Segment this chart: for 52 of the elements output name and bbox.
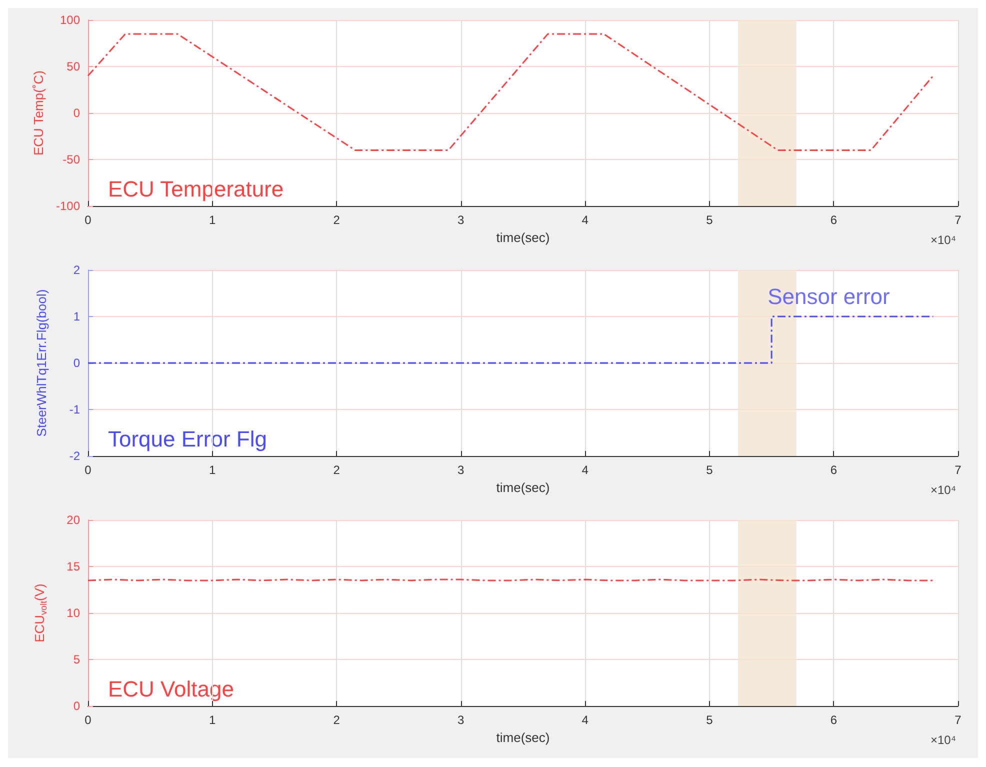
y-tick-label: 50 [66, 60, 80, 74]
annotation: ECU Voltage [108, 676, 234, 702]
x-tick-label: 3 [458, 713, 465, 727]
y-axis-title: ECUvolt(V) [32, 584, 48, 642]
y-tick-label: -1 [69, 402, 80, 416]
y-tick-label: 100 [60, 13, 80, 27]
y-axis-title: SteerWhlTq1Err.Flg(bool) [34, 289, 49, 437]
x-tick-label: 4 [582, 463, 589, 477]
y-tick-label: 5 [73, 652, 80, 666]
x-tick-label: 0 [84, 463, 92, 477]
x-axis-title: time(sec) [496, 230, 550, 245]
y-tick-label: 0 [73, 356, 80, 370]
x-tick-label: 0 [84, 213, 92, 227]
y-tick-label: 2 [73, 263, 80, 277]
annotation: Torque Error Flg [108, 426, 267, 452]
x-tick-label: 7 [954, 713, 962, 727]
x-tick-label: 6 [830, 213, 838, 227]
x-tick-label: 5 [706, 213, 714, 227]
x-tick-label: 7 [954, 463, 962, 477]
x-tick-label: 0 [84, 713, 92, 727]
y-tick-label: 20 [66, 513, 80, 527]
y-axis-title: ECU Temp(˚C) [31, 70, 46, 156]
x-tick-label: 1 [208, 213, 216, 227]
x-tick-label: 2 [333, 213, 340, 227]
x-tick-label: 2 [333, 463, 340, 477]
x-tick-label: 4 [582, 713, 589, 727]
x-axis-title: time(sec) [496, 730, 550, 745]
text: ×10⁴ [930, 233, 956, 247]
text: ×10⁴ [930, 483, 956, 497]
x-tick-label: 1 [208, 713, 216, 727]
x-tick-label: 5 [706, 713, 714, 727]
y-tick-label: -50 [62, 152, 80, 166]
x-tick-label: 7 [954, 213, 962, 227]
y-tick-label: 10 [66, 606, 80, 620]
text: ×10⁴ [930, 733, 956, 747]
x-axis-title: time(sec) [496, 480, 550, 495]
x-tick-label: 6 [830, 713, 838, 727]
y-tick-label: -100 [56, 199, 80, 213]
x-tick-label: 3 [458, 463, 465, 477]
y-tick-label: 0 [73, 699, 80, 713]
annotation: ECU Temperature [108, 176, 284, 202]
x-tick-label: 3 [458, 213, 465, 227]
x-tick-label: 2 [333, 713, 340, 727]
x-tick-label: 6 [830, 463, 838, 477]
x-tick-label: 5 [706, 463, 714, 477]
y-tick-label: -2 [69, 449, 80, 463]
annotation: Sensor error [768, 284, 890, 309]
x-tick-label: 1 [208, 463, 216, 477]
y-tick-label: 15 [66, 560, 80, 574]
y-tick-label: 1 [73, 310, 80, 324]
y-tick-label: 0 [73, 106, 80, 120]
x-tick-label: 4 [582, 213, 589, 227]
